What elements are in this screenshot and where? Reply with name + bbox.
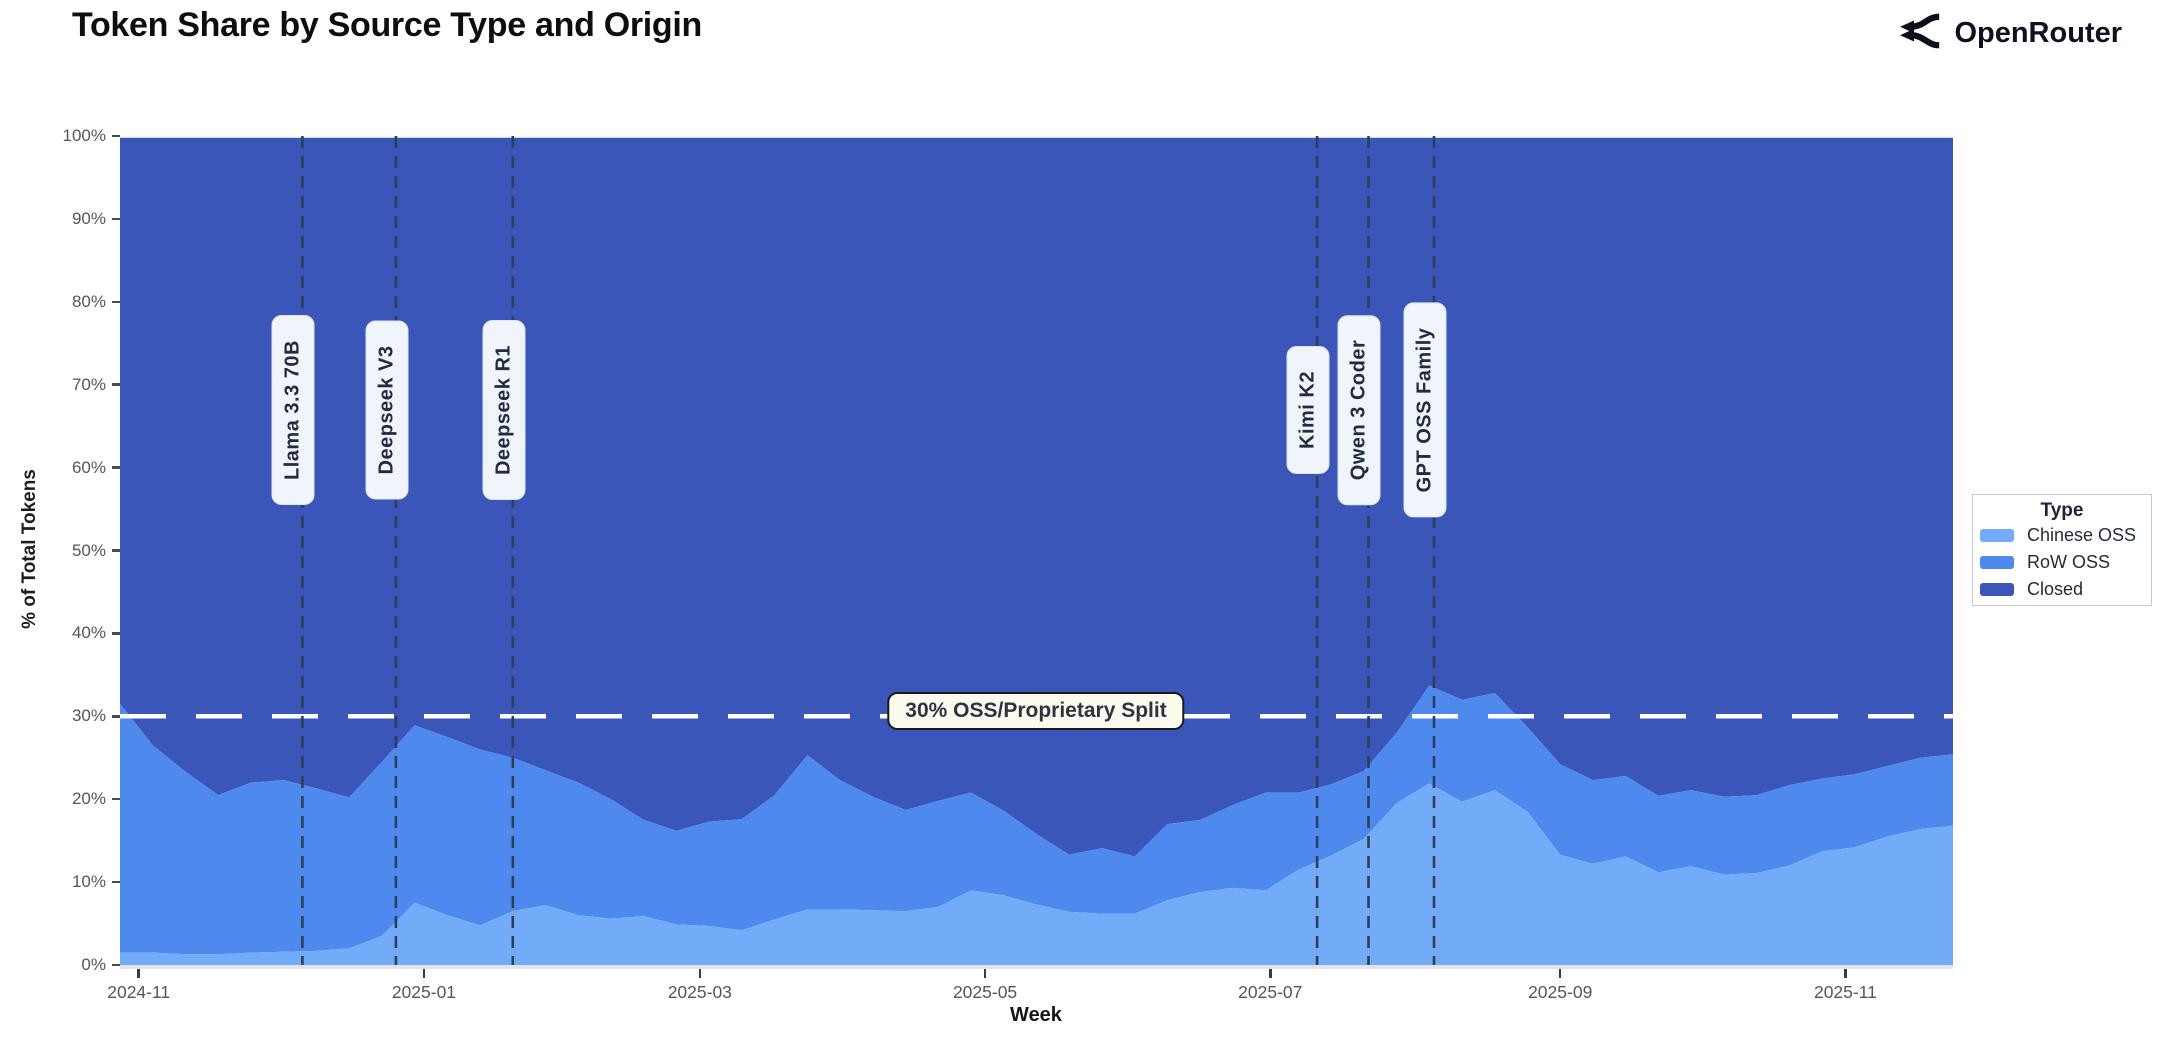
x-tick-mark (137, 969, 140, 978)
x-tick-label: 2025-09 (1528, 982, 1593, 1002)
legend: Type Chinese OSS RoW OSS Closed (1972, 494, 2152, 606)
y-tick-label: 60% (71, 457, 106, 477)
legend-label: RoW OSS (2027, 552, 2111, 572)
brand: OpenRouter (1898, 10, 2122, 57)
y-tick-label: 20% (71, 789, 106, 809)
y-tick-label: 80% (71, 291, 106, 311)
y-tick-mark (112, 797, 120, 801)
x-tick-label: 2025-07 (1238, 982, 1303, 1002)
y-tick-mark (112, 134, 120, 138)
x-tick-mark (1558, 969, 1562, 978)
legend-row: RoW OSS (1973, 549, 2151, 576)
plot-area (120, 136, 1953, 965)
legend-label: Chinese OSS (2027, 525, 2137, 545)
y-tick-mark (112, 549, 120, 552)
area-closed (120, 137, 1953, 857)
legend-swatch (1980, 529, 2014, 542)
y-tick-label: 90% (71, 208, 106, 228)
x-tick-label: 2025-03 (667, 982, 732, 1002)
y-tick-mark (112, 715, 120, 718)
y-tick-mark (112, 466, 120, 469)
split-annotation-label: 30% OSS/Proprietary Split (887, 692, 1185, 730)
legend-row: Closed (1973, 576, 2151, 603)
chart-svg (120, 136, 1953, 965)
event-label: Kimi K2 (1286, 346, 1330, 474)
event-label: Deepseek R1 (482, 319, 526, 501)
legend-label: Closed (2027, 579, 2084, 599)
x-tick-label: 2025-11 (1813, 982, 1877, 1002)
page-title: Token Share by Source Type and Origin (72, 6, 703, 44)
y-tick-mark (112, 632, 120, 635)
y-tick-mark (112, 383, 120, 386)
legend-swatch (1980, 556, 2014, 569)
x-tick-label: 2025-05 (952, 982, 1018, 1002)
legend-row: Chinese OSS (1973, 522, 2151, 549)
legend-title: Type (2040, 500, 2084, 521)
x-tick-label: 2024-11 (107, 982, 171, 1002)
event-label: GPT OSS Family (1403, 302, 1447, 518)
openrouter-logo-icon (1898, 10, 1940, 57)
y-tick-label: 30% (71, 706, 106, 726)
legend-swatch (1980, 583, 2014, 596)
event-label: Deepseek V3 (365, 320, 409, 500)
x-axis-title: Week (1010, 1004, 1062, 1026)
y-tick-mark (112, 217, 120, 221)
y-tick-mark (112, 963, 120, 967)
y-tick-mark (112, 300, 120, 304)
x-tick-mark (983, 969, 987, 978)
y-tick-label: 40% (71, 623, 106, 643)
x-tick-mark (1269, 969, 1272, 978)
y-tick-label: 10% (71, 872, 106, 892)
brand-name: OpenRouter (1954, 17, 2122, 49)
y-tick-label: 70% (71, 374, 106, 394)
area-row-oss (120, 685, 1953, 955)
event-label: Qwen 3 Coder (1337, 314, 1381, 506)
x-tick-mark (422, 969, 426, 978)
y-tick-label: 50% (71, 540, 106, 560)
y-tick-mark (112, 880, 120, 884)
y-tick-label: 100% (62, 126, 106, 145)
x-axis-spine (120, 965, 1953, 969)
x-tick-mark (1844, 969, 1847, 978)
area-chinese-oss (120, 783, 1953, 965)
y-tick-label: 0% (81, 955, 106, 974)
x-tick-label: 2025-01 (391, 982, 457, 1002)
event-label: Llama 3.3 70B (271, 315, 315, 505)
x-tick-mark (698, 969, 702, 978)
